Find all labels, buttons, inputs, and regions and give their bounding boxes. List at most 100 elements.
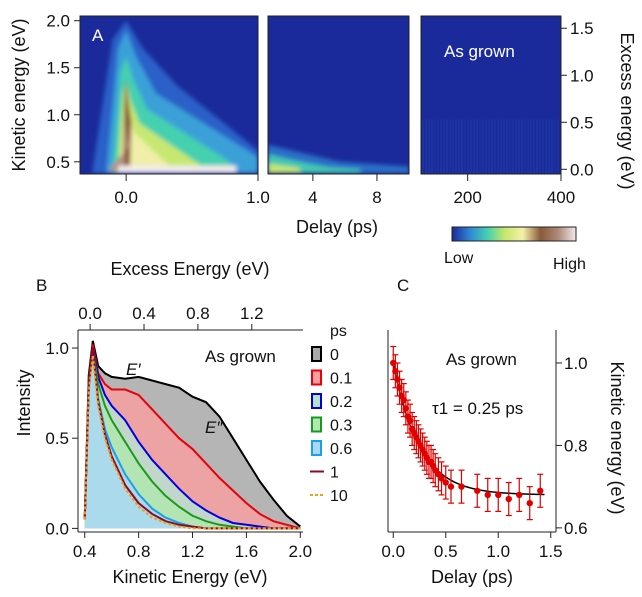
panel-a: 0.5 1.0 1.5 2.0 0.0 0.5 1.0 1.5 0.0 1.0 4 8 200 400 A… xyxy=(9,12,637,237)
y2-tick-label: 1.0 xyxy=(570,66,594,85)
heatmap-frame-2 xyxy=(267,15,410,175)
panel-c-fit-label: τ1 = 0.25 ps xyxy=(432,399,523,418)
data-point xyxy=(474,487,481,494)
x-tick-label: 200 xyxy=(453,188,481,207)
data-point xyxy=(537,487,544,494)
y-tick-label: 1.5 xyxy=(46,59,70,78)
legend-label: 1 xyxy=(330,465,339,482)
data-point xyxy=(495,491,502,499)
x-tick-label: 2.0 xyxy=(288,542,312,561)
y2-tick-label: 0.5 xyxy=(570,113,594,132)
series-line xyxy=(83,355,301,530)
panel-c-annotation: As grown xyxy=(446,350,517,369)
panel-a-ylabel: Kinetic energy (eV) xyxy=(9,18,29,171)
legend-title: ps xyxy=(330,323,347,340)
legend-label: 10 xyxy=(330,488,348,505)
y2-tick-label: 1.5 xyxy=(570,19,594,38)
heatmap-band xyxy=(110,124,130,172)
heatmap-band xyxy=(122,79,132,173)
x-tick-label: 1.0 xyxy=(486,542,510,561)
peak-label-e-double-prime: E″ xyxy=(205,418,223,437)
heatmap-background xyxy=(268,16,409,174)
heatmap-segment-3 xyxy=(421,16,561,174)
colorbar-high-label: High xyxy=(553,256,586,273)
data-point xyxy=(526,499,533,507)
legend-label: 0 xyxy=(330,347,339,364)
data-point xyxy=(458,483,465,490)
legend-swatch xyxy=(311,369,322,386)
y-tick-label: 0.5 xyxy=(45,429,69,448)
legend: ps 0 0.1 0.2 0.3 0.6 1 10 xyxy=(310,323,352,505)
heatmap-frame-1 xyxy=(79,15,259,175)
legend-label: 0.3 xyxy=(330,418,352,435)
y-tick-label: 1.0 xyxy=(46,106,70,125)
y2-tick-label: 0.6 xyxy=(564,519,588,538)
panel-b-ylabel: Intensity xyxy=(14,369,34,436)
data-point xyxy=(438,475,445,482)
y2-tick-label: 1.0 xyxy=(564,354,588,373)
y-tick-label: 2.0 xyxy=(46,12,70,31)
data-point xyxy=(484,491,491,499)
panel-b-x2label: Excess Energy (eV) xyxy=(110,259,269,279)
panel-c-y2label: Kinetic energy (eV) xyxy=(607,361,627,514)
x2-tick-label: 1.2 xyxy=(240,304,264,323)
x-tick-label: 0.5 xyxy=(434,542,458,561)
y-tick-label: 0.5 xyxy=(46,153,70,172)
x2-tick-label: 0.8 xyxy=(186,304,210,323)
panel-b-label: B xyxy=(36,276,47,295)
x-tick-label: 8 xyxy=(372,188,381,207)
y-tick-label: 1.0 xyxy=(45,339,69,358)
x2-tick-label: 0.0 xyxy=(78,304,102,323)
x-tick-label: 0.8 xyxy=(127,542,151,561)
x-tick-label: 0.0 xyxy=(381,542,405,561)
x-tick-label: 400 xyxy=(547,188,575,207)
panel-a-xlabel: Delay (ps) xyxy=(296,217,378,237)
heatmap-band xyxy=(118,165,237,174)
x-tick-label: 1.5 xyxy=(539,542,563,561)
panel-a-annotation: As grown xyxy=(444,42,515,61)
x-tick-label: 0.0 xyxy=(114,188,138,207)
series-line xyxy=(83,347,301,530)
panel-a-y2label: Excess energy (eV) xyxy=(617,32,637,189)
panel-b: B 0.00.51.00.4 0.8 1.2 1.6 2.00.0 0.4 0.8 1.2 E… xyxy=(14,259,352,587)
legend-swatch xyxy=(311,440,322,456)
legend-swatch xyxy=(311,416,322,433)
x-tick-label: 1.6 xyxy=(235,542,259,561)
legend-label: 0.2 xyxy=(330,394,352,411)
panel-a-label: A xyxy=(92,26,104,45)
panel-b-annotation: As grown xyxy=(205,347,276,366)
data-point xyxy=(447,483,455,490)
series-area xyxy=(84,349,301,529)
panel-c-label: C xyxy=(397,276,409,295)
heatmap-band xyxy=(268,163,300,174)
panel-c: C 0.0 0.5 1.0 1.50.6 0.8 1.0 As grown τ1 = 0.… xyxy=(381,276,627,587)
data-point xyxy=(505,495,512,503)
legend-label: 0.1 xyxy=(330,371,352,388)
x2-tick-label: 0.4 xyxy=(132,304,156,323)
series-line xyxy=(83,340,301,528)
y2-tick-label: 0.8 xyxy=(564,436,588,455)
data-point xyxy=(516,491,523,499)
colorbar-low-label: Low xyxy=(444,250,474,267)
heatmap-frame-3 xyxy=(420,15,562,175)
series-area xyxy=(84,351,301,529)
peak-label-e-prime: E′ xyxy=(126,360,141,379)
panel-c-xlabel: Delay (ps) xyxy=(431,567,513,587)
panel-b-xlabel: Kinetic Energy (eV) xyxy=(112,567,267,587)
y-tick-label: 0.0 xyxy=(45,519,69,538)
legend-label: 0.6 xyxy=(330,441,352,458)
heatmap-segment-1 xyxy=(80,16,258,174)
y2-tick-label: 0.0 xyxy=(570,160,594,179)
data-point xyxy=(442,479,449,486)
x-tick-label: 0.4 xyxy=(73,542,97,561)
series-line xyxy=(83,344,301,530)
legend-swatch xyxy=(311,393,322,409)
colorbar: Low High xyxy=(444,226,586,273)
x-tick-label: 4 xyxy=(308,188,317,207)
legend-swatch xyxy=(311,346,322,362)
x-tick-label: 1.2 xyxy=(181,542,205,561)
colorbar-gradient xyxy=(451,226,577,242)
heatmap-segment-2 xyxy=(268,16,409,174)
heatmap-band xyxy=(120,100,170,174)
